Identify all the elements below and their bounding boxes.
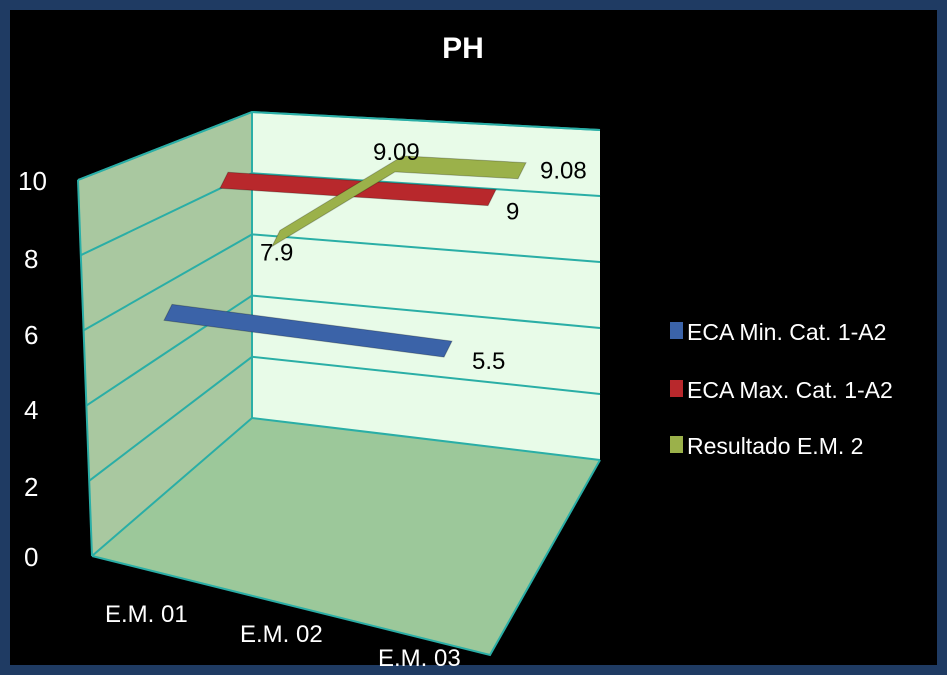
legend-label: ECA Min. Cat. 1-A2	[687, 319, 886, 345]
y-tick-label: 10	[18, 166, 47, 196]
legend-label: ECA Max. Cat. 1-A2	[687, 377, 893, 403]
legend-item: ECA Min. Cat. 1-A2	[670, 319, 886, 345]
gridline-side	[83, 233, 253, 332]
gridline-back	[251, 172, 601, 197]
wall-edges	[77, 110, 601, 657]
legend: ECA Min. Cat. 1-A2 ECA Max. Cat. 1-A2 Re…	[670, 319, 893, 459]
x-category-label: E.M. 01	[105, 601, 188, 628]
x-category-label: E.M. 02	[240, 621, 323, 648]
series-ribbon	[163, 303, 453, 358]
y-tick-label: 4	[24, 395, 38, 425]
side-wall	[78, 112, 252, 556]
legend-item: Resultado E.M. 2	[670, 433, 863, 459]
chart-title: PH	[442, 32, 484, 65]
side-front-edge	[77, 179, 93, 557]
y-tick-label: 8	[24, 244, 38, 274]
legend-swatch-eca-max	[670, 380, 683, 397]
chart-floor	[92, 418, 600, 655]
legend-swatch-eca-min	[670, 322, 683, 339]
gridline-back	[251, 233, 601, 263]
data-label: 9.09	[373, 139, 420, 166]
y-tick-label: 2	[24, 472, 38, 502]
legend-label: Resultado E.M. 2	[687, 433, 863, 459]
data-label: 5.5	[472, 348, 505, 375]
gridline-back	[251, 294, 601, 329]
gridline-side	[88, 356, 253, 482]
y-tick-label: 6	[24, 320, 38, 350]
data-label: 9	[506, 199, 519, 226]
series-ribbon	[270, 155, 527, 248]
legend-item: ECA Max. Cat. 1-A2	[670, 377, 893, 403]
data-labels: 5.5 9 7.9 9.09 9.08	[260, 139, 587, 375]
data-label: 7.9	[260, 239, 293, 266]
series-layer	[163, 155, 527, 358]
gridline-back	[251, 355, 601, 395]
legend-swatch-resultado	[670, 436, 683, 453]
x-category-label: E.M. 03	[378, 645, 461, 672]
data-label: 9.08	[540, 158, 587, 185]
floor-front-edge	[91, 459, 601, 657]
floor-back-edge	[91, 416, 601, 557]
y-tick-label: 0	[24, 542, 38, 572]
